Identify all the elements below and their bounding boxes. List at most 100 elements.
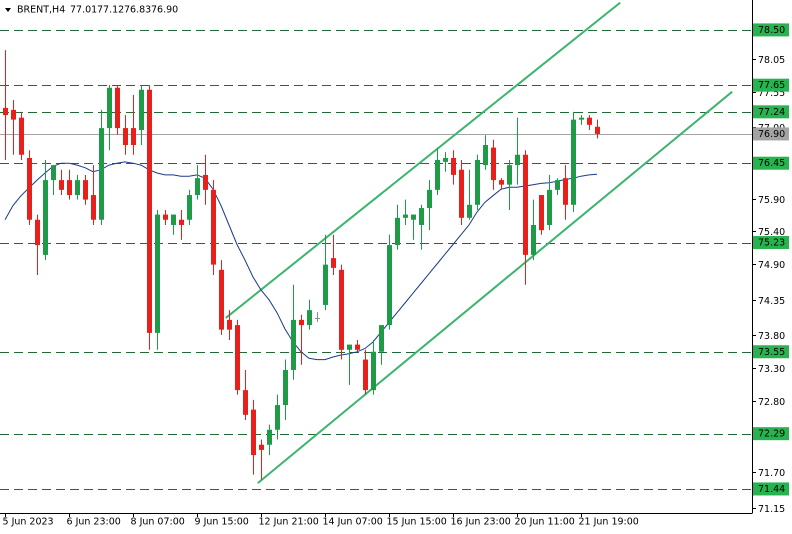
candle-body	[515, 154, 520, 166]
y-tick-label: 74.35	[758, 296, 785, 307]
x-tick-label: 20 Jun 11:00	[515, 517, 575, 528]
candle-body	[267, 429, 272, 445]
candle-body	[251, 409, 256, 456]
level-label: 71.44	[758, 484, 785, 495]
candle-body	[483, 144, 488, 166]
candle-body	[91, 195, 96, 220]
level-label-box	[753, 156, 789, 170]
candle-body	[395, 217, 400, 246]
candle-body	[331, 258, 336, 268]
candle-body	[51, 165, 56, 181]
candle-body	[187, 195, 192, 220]
channel-line	[257, 90, 733, 484]
candle-body	[235, 325, 240, 391]
candle-body	[35, 219, 40, 246]
candle-body	[475, 159, 480, 205]
level-label-box	[753, 23, 789, 37]
candle-body	[427, 189, 432, 209]
candle-body	[3, 107, 8, 116]
level-label-box	[753, 345, 789, 359]
candle-body	[595, 126, 600, 134]
x-tick-label: 14 Jun 07:00	[323, 517, 383, 528]
candle-body	[459, 169, 464, 218]
candle-body	[451, 157, 456, 175]
candle-body	[211, 189, 216, 265]
candle-body	[75, 180, 80, 196]
candle-body	[123, 128, 128, 145]
candle-body	[155, 214, 160, 333]
candle-body	[555, 180, 560, 190]
candle-body	[339, 269, 344, 350]
candle-body	[539, 195, 544, 231]
ohlc-open: 77.01	[70, 5, 97, 16]
ohlc-high: 77.12	[97, 5, 124, 16]
candle-body	[67, 180, 72, 196]
candle-body	[27, 157, 32, 220]
candle-body	[435, 159, 440, 190]
x-tick-label: 16 Jun 23:00	[451, 517, 511, 528]
level-label-box	[753, 236, 789, 250]
y-tick-label: 72.80	[758, 397, 785, 408]
candle-body	[363, 359, 368, 391]
candle-body	[499, 180, 504, 185]
candle-body	[99, 128, 104, 220]
candle-body	[179, 219, 184, 225]
y-tick-label: 74.90	[758, 260, 785, 271]
candle-body	[531, 224, 536, 255]
x-tick-label: 15 Jun 15:00	[387, 517, 447, 528]
candle-body	[107, 87, 112, 129]
candle-body	[283, 369, 288, 406]
level-label: 73.55	[758, 347, 785, 358]
candle-body	[43, 180, 48, 255]
candle-body	[291, 319, 296, 370]
candle-body	[443, 157, 448, 162]
ohlc-low: 76.83	[124, 5, 151, 16]
candle-body	[259, 444, 264, 450]
candle-body	[571, 119, 576, 205]
candle-body	[371, 351, 376, 391]
candle-body	[227, 319, 232, 330]
y-tick-label: 78.05	[758, 55, 785, 66]
x-tick-label: 9 Jun 15:00	[195, 517, 249, 528]
candle-body	[59, 180, 64, 190]
candle-body	[579, 117, 584, 120]
plot-area	[0, 1, 752, 490]
y-tick-label: 75.90	[758, 195, 785, 206]
y-tick-label: 71.15	[758, 504, 785, 515]
y-tick-label: 75.40	[758, 227, 785, 238]
candle-body	[11, 109, 16, 120]
channel-line	[225, 1, 621, 319]
candle-body	[147, 89, 152, 333]
candle-body	[131, 128, 136, 145]
level-label: 75.23	[758, 238, 785, 249]
candle-body	[163, 214, 168, 220]
candle-body	[323, 264, 328, 305]
level-label: 76.45	[758, 158, 785, 169]
level-label-box	[753, 482, 789, 496]
level-label: 72.29	[758, 429, 785, 440]
candle-body	[243, 390, 248, 415]
last-price-label: 76.90	[758, 129, 785, 140]
candle-body	[387, 245, 392, 326]
symbol: BRENT,H4	[17, 5, 65, 16]
candle-body	[219, 269, 224, 330]
level-label: 78.50	[758, 25, 785, 36]
candle-body	[547, 189, 552, 225]
candle-body	[419, 208, 424, 225]
candle-body	[491, 147, 496, 181]
x-tick-label: 5 Jun 2023	[3, 517, 54, 528]
candle-body	[299, 319, 304, 326]
candle-body	[507, 165, 512, 185]
level-label-box	[753, 78, 789, 92]
candle-body	[347, 344, 352, 350]
ohlc-close: 76.90	[151, 5, 178, 16]
x-tick-label: 8 Jun 07:00	[131, 517, 185, 528]
menu-arrow[interactable]	[5, 8, 11, 12]
x-tick-label: 6 Jun 23:00	[67, 517, 121, 528]
candle-body	[379, 325, 384, 352]
candle-body	[171, 214, 176, 225]
candle-body	[563, 178, 568, 205]
candle-body	[275, 405, 280, 430]
candle-body	[19, 117, 24, 155]
